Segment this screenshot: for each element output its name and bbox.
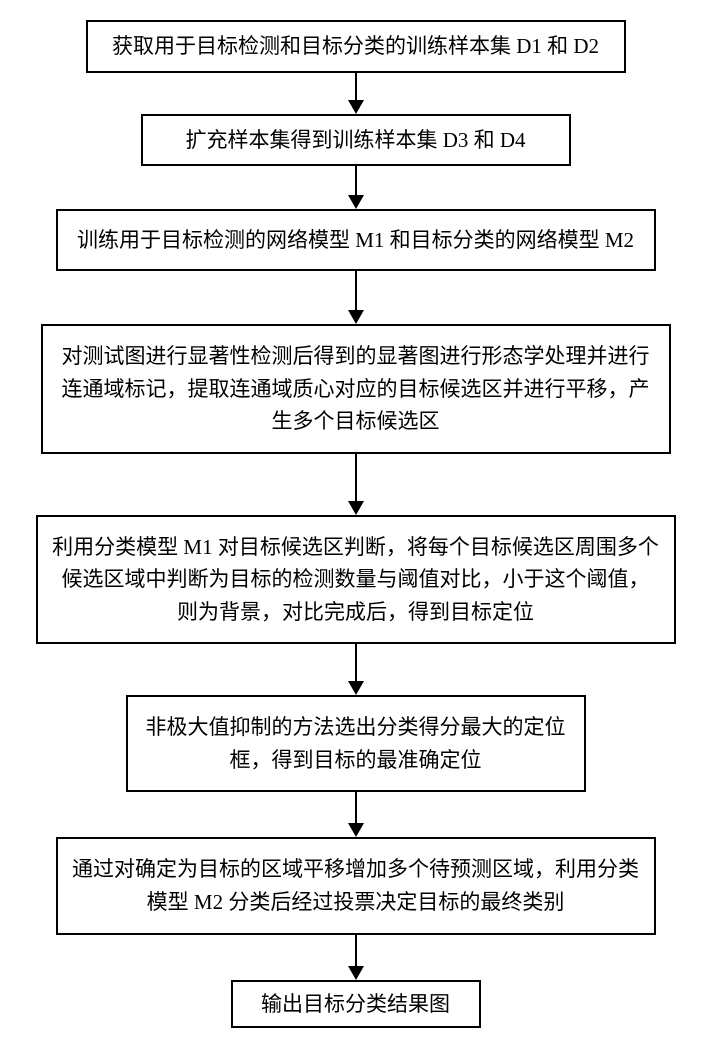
- flowchart-container: 获取用于目标检测和目标分类的训练样本集 D1 和 D2 扩充样本集得到训练样本集 …: [10, 20, 701, 1028]
- flow-arrow: [348, 271, 364, 324]
- arrow-head-icon: [348, 681, 364, 695]
- flow-arrow: [348, 166, 364, 209]
- arrow-head-icon: [348, 100, 364, 114]
- arrow-line: [355, 644, 357, 682]
- flowchart-step-1: 获取用于目标检测和目标分类的训练样本集 D1 和 D2: [86, 20, 626, 73]
- arrow-line: [355, 935, 357, 967]
- flow-arrow: [348, 792, 364, 837]
- step-text: 非极大值抑制的方法选出分类得分最大的定位框，得到目标的最准确定位: [142, 711, 570, 776]
- flowchart-step-6: 非极大值抑制的方法选出分类得分最大的定位框，得到目标的最准确定位: [126, 695, 586, 792]
- flowchart-step-5: 利用分类模型 M1 对目标候选区判断，将每个目标候选区周围多个候选区域中判断为目…: [36, 515, 676, 645]
- arrow-head-icon: [348, 195, 364, 209]
- step-text: 获取用于目标检测和目标分类的训练样本集 D1 和 D2: [112, 30, 599, 63]
- flowchart-step-3: 训练用于目标检测的网络模型 M1 和目标分类的网络模型 M2: [56, 209, 656, 271]
- step-text: 对测试图进行显著性检测后得到的显著图进行形态学处理并进行连通域标记，提取连通域质…: [57, 340, 655, 438]
- flow-arrow: [348, 454, 364, 515]
- step-text: 扩充样本集得到训练样本集 D3 和 D4: [185, 124, 525, 157]
- step-text: 利用分类模型 M1 对目标候选区判断，将每个目标候选区周围多个候选区域中判断为目…: [52, 531, 660, 629]
- arrow-line: [355, 73, 357, 101]
- flowchart-step-2: 扩充样本集得到训练样本集 D3 和 D4: [141, 114, 571, 167]
- arrow-line: [355, 454, 357, 502]
- arrow-head-icon: [348, 966, 364, 980]
- arrow-head-icon: [348, 823, 364, 837]
- arrow-head-icon: [348, 501, 364, 515]
- flowchart-step-7: 通过对确定为目标的区域平移增加多个待预测区域，利用分类模型 M2 分类后经过投票…: [56, 837, 656, 934]
- flowchart-step-8: 输出目标分类结果图: [231, 980, 481, 1029]
- step-text: 输出目标分类结果图: [261, 988, 450, 1021]
- step-text: 训练用于目标检测的网络模型 M1 和目标分类的网络模型 M2: [77, 224, 634, 257]
- arrow-line: [355, 166, 357, 196]
- arrow-line: [355, 271, 357, 311]
- arrow-line: [355, 792, 357, 824]
- flow-arrow: [348, 644, 364, 695]
- flowchart-step-4: 对测试图进行显著性检测后得到的显著图进行形态学处理并进行连通域标记，提取连通域质…: [41, 324, 671, 454]
- flow-arrow: [348, 935, 364, 980]
- flow-arrow: [348, 73, 364, 114]
- arrow-head-icon: [348, 310, 364, 324]
- step-text: 通过对确定为目标的区域平移增加多个待预测区域，利用分类模型 M2 分类后经过投票…: [72, 853, 640, 918]
